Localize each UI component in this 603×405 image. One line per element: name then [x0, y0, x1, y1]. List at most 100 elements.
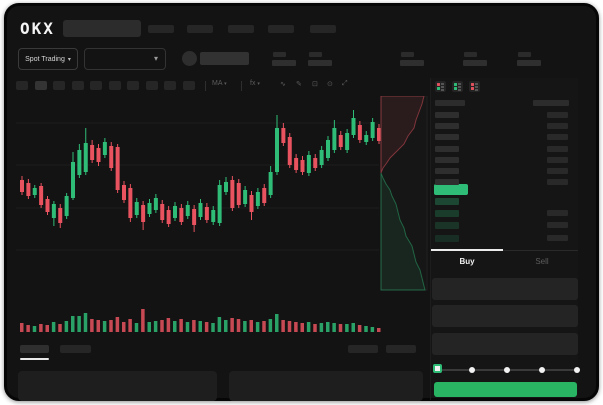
toggle-line [475, 86, 478, 88]
book-asks-icon[interactable] [469, 81, 480, 92]
stat-label-placeholder [273, 52, 286, 57]
stat-value-placeholder [517, 60, 541, 66]
ask-row-amount [547, 145, 568, 152]
market-type-label: Spot Trading [25, 55, 65, 63]
draw-icon[interactable]: ✎ [296, 81, 302, 88]
screenshot-icon[interactable]: ⊡ [312, 81, 318, 88]
ask-row-price[interactable] [435, 112, 459, 118]
toolbar-divider [241, 81, 242, 91]
nav-item[interactable] [187, 25, 213, 33]
buy-button[interactable] [434, 382, 577, 397]
toggle-line [441, 83, 444, 85]
timeframe-button[interactable] [90, 81, 102, 90]
orderbook-panel [430, 78, 578, 400]
timeframe-button[interactable] [53, 81, 65, 90]
volume-layer [20, 309, 381, 332]
ma-indicator-button[interactable]: MA ▾ [212, 80, 227, 87]
timeframe-button[interactable] [127, 81, 139, 90]
ask-row-price[interactable] [435, 145, 459, 152]
stat-label-placeholder [309, 52, 322, 57]
nav-item[interactable] [310, 25, 336, 33]
pair-selector-dropdown[interactable]: ▾ [84, 48, 166, 70]
candlestick-chart[interactable] [16, 96, 430, 342]
ask-row-price[interactable] [435, 179, 459, 186]
ask-row-price[interactable] [435, 156, 459, 163]
orderbook-header-price [435, 100, 465, 106]
history-table-placeholder [229, 371, 423, 401]
trade-tabs-divider [431, 250, 578, 251]
book-both-icon[interactable] [435, 81, 446, 92]
order-form-input[interactable] [432, 278, 578, 300]
nav-item[interactable] [228, 25, 254, 33]
bottom-action-button[interactable] [348, 345, 378, 353]
ask-row-amount [547, 179, 568, 186]
timeframe-button[interactable] [34, 81, 47, 90]
book-bids-icon[interactable] [452, 81, 463, 92]
toggle-left-bottom [471, 87, 474, 90]
bottom-tab-underline [20, 358, 49, 360]
tab-sell[interactable]: Sell [535, 257, 549, 266]
okx-logo[interactable]: OKX [20, 19, 55, 38]
slider-dot[interactable] [469, 367, 475, 373]
bid-row-price[interactable] [435, 198, 459, 205]
line-chart-icon[interactable]: ∿ [280, 81, 286, 88]
stat-value-placeholder [272, 60, 296, 66]
order-form-input[interactable] [432, 333, 578, 355]
bid-row-price[interactable] [435, 222, 459, 230]
buy-tab-indicator [431, 249, 503, 251]
chevron-down-icon: ▾ [67, 56, 71, 63]
stat-value-placeholder [463, 60, 487, 66]
nav-item[interactable] [148, 25, 174, 33]
stat-label-placeholder [464, 52, 477, 57]
gridlines [16, 122, 379, 251]
stat-value-placeholder [308, 60, 332, 66]
toggle-line [458, 86, 461, 88]
ask-row-amount [547, 134, 568, 141]
ask-row-price[interactable] [435, 123, 459, 130]
bid-row-amount [547, 210, 568, 217]
bottom-tab[interactable] [20, 345, 49, 353]
pair-name-placeholder [200, 52, 249, 65]
bid-row-price[interactable] [435, 210, 459, 218]
candles-layer [20, 110, 381, 232]
timeframe-button[interactable] [16, 81, 28, 90]
chevron-down-icon: ▾ [153, 54, 158, 63]
toggle-line [441, 86, 444, 88]
chevron-down-icon: ▾ [224, 81, 227, 87]
slider-dot[interactable] [539, 367, 545, 373]
market-type-dropdown[interactable]: Spot Trading ▾ [18, 48, 78, 70]
fullscreen-icon[interactable]: ⤢ [342, 80, 348, 87]
bid-row-amount [547, 222, 568, 229]
ask-row-amount [547, 112, 568, 118]
timeframe-button[interactable] [164, 81, 176, 90]
settings-icon[interactable]: ⊙ [327, 81, 333, 88]
ask-row-amount [547, 123, 568, 130]
stat-label-placeholder [401, 52, 414, 57]
slider-dot[interactable] [504, 367, 510, 373]
toggle-line [458, 89, 461, 91]
bottom-action-button[interactable] [386, 345, 416, 353]
toggle-left-bottom [437, 87, 440, 90]
ask-row-price[interactable] [435, 134, 459, 141]
tab-buy[interactable]: Buy [459, 257, 475, 266]
amount-slider-handle[interactable] [433, 364, 442, 373]
bid-row-price[interactable] [435, 234, 459, 242]
nav-item[interactable] [268, 25, 294, 33]
timeframe-button[interactable] [182, 81, 195, 90]
search-input[interactable] [63, 20, 141, 37]
timeframe-button[interactable] [108, 81, 121, 90]
bottom-tab[interactable] [60, 345, 91, 353]
fx-indicator-button[interactable]: fx ▾ [250, 80, 260, 87]
slider-dot[interactable] [574, 367, 580, 373]
toolbar-divider [205, 81, 206, 91]
toggle-line [458, 83, 461, 85]
last-price-bar[interactable] [434, 184, 468, 195]
timeframe-button[interactable] [145, 81, 158, 90]
ask-row-price[interactable] [435, 168, 459, 174]
orders-table-placeholder [18, 371, 217, 401]
depth-profile [380, 96, 428, 291]
timeframe-button[interactable] [71, 81, 84, 90]
stat-value-placeholder [400, 60, 424, 66]
order-form-input[interactable] [432, 305, 578, 327]
